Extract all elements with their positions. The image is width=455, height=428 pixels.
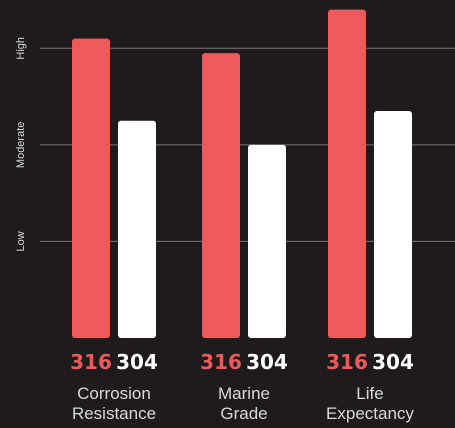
bar-316-2: [328, 9, 366, 339]
series-label-304: 304: [246, 350, 288, 374]
y-tick-label: Low: [15, 231, 27, 251]
bar-304-0: [118, 120, 156, 338]
category-label: Life: [356, 384, 383, 403]
y-axis-tick-labels: Low Moderate High: [15, 37, 27, 252]
bar-304-1: [248, 144, 286, 338]
category-label: Marine: [218, 384, 270, 403]
category-label: Corrosion: [77, 384, 151, 403]
series-label-316: 316: [326, 350, 368, 374]
series-label-304: 304: [372, 350, 414, 374]
y-tick-label: High: [15, 37, 27, 60]
bar-316-1: [202, 53, 240, 338]
bars: [72, 9, 412, 339]
category-label: Grade: [220, 404, 267, 423]
bar-304-2: [374, 111, 412, 338]
category-label: Resistance: [72, 404, 156, 423]
series-label-304: 304: [116, 350, 158, 374]
series-labels: 316 304 316 304 316 304: [70, 350, 414, 374]
series-label-316: 316: [200, 350, 242, 374]
y-tick-label: Moderate: [15, 122, 27, 168]
category-label: Expectancy: [326, 404, 414, 423]
bar-316-0: [72, 38, 110, 338]
series-label-316: 316: [70, 350, 112, 374]
